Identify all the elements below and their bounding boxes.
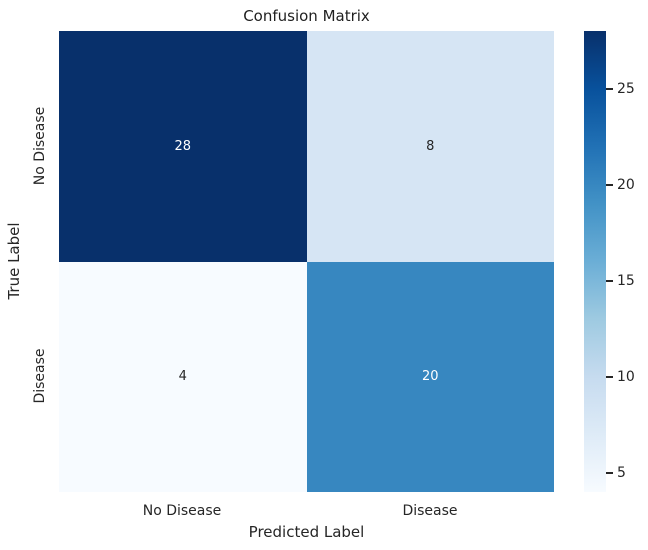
colorbar-tick-label: 15 <box>617 273 635 289</box>
tick-mark <box>606 184 613 186</box>
x-tick-label: No Disease <box>142 503 222 519</box>
heatmap-cell-tp: 20 <box>306 261 554 492</box>
y-tick-label: Disease <box>32 348 48 404</box>
colorbar-tick: 20 <box>606 177 635 193</box>
colorbar <box>584 31 606 492</box>
cell-annotation: 20 <box>421 369 439 385</box>
tick-mark <box>606 376 613 378</box>
chart-title: Confusion Matrix <box>243 7 370 25</box>
tick-mark <box>606 280 613 282</box>
colorbar-tick-label: 5 <box>617 465 626 481</box>
tick-mark <box>606 472 613 474</box>
cell-annotation: 8 <box>426 138 435 154</box>
tick-mark <box>606 88 613 90</box>
y-axis-label: True Label <box>5 222 23 300</box>
heatmap-cell-fp: 8 <box>306 31 554 262</box>
colorbar-tick: 10 <box>606 369 635 385</box>
colorbar-tick: 5 <box>606 465 626 481</box>
colorbar-tick-label: 20 <box>617 177 635 193</box>
y-tick-label: No Disease <box>32 106 48 186</box>
colorbar-tick-label: 25 <box>617 81 635 97</box>
cell-annotation: 28 <box>174 138 192 154</box>
colorbar-tick-label: 10 <box>617 369 635 385</box>
heatmap-cell-tn: 28 <box>59 31 307 262</box>
colorbar-tick: 15 <box>606 273 635 289</box>
cell-annotation: 4 <box>178 369 187 385</box>
heatmap-plot: 28 8 4 20 <box>59 31 554 492</box>
colorbar-tick: 25 <box>606 81 635 97</box>
heatmap-cell-fn: 4 <box>59 261 307 492</box>
x-tick-label: Disease <box>402 503 458 519</box>
x-axis-label: Predicted Label <box>248 523 365 541</box>
